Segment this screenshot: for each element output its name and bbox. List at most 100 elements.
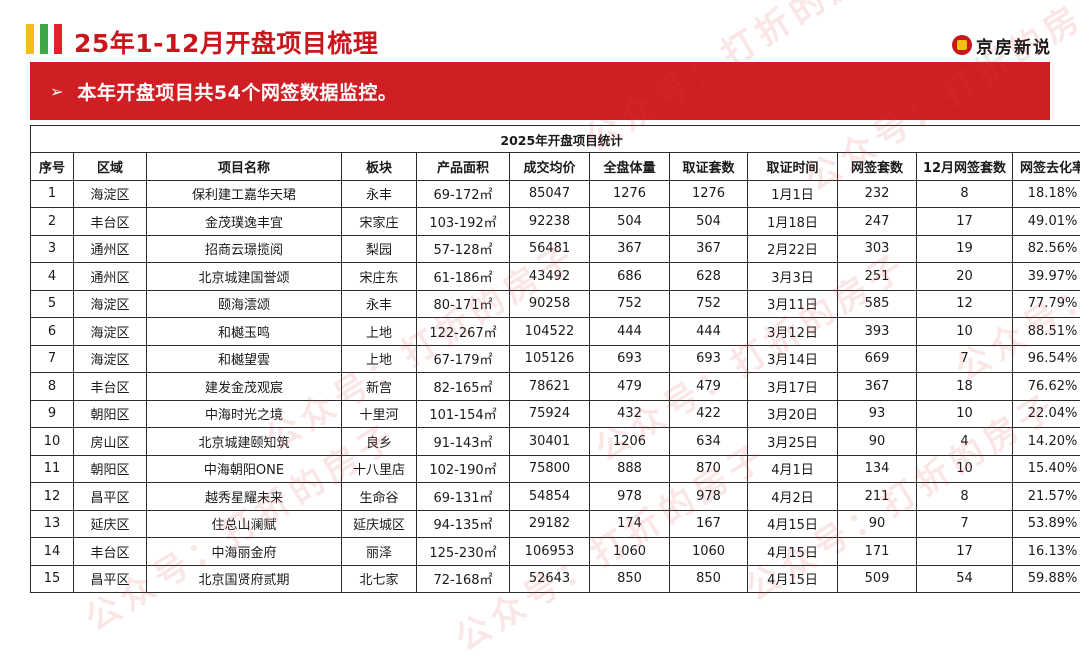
cell-col-absorption-rate: 53.89% (1013, 510, 1080, 538)
cell-col-absorption-rate: 39.97% (1013, 263, 1080, 291)
cell-col-dec-signed-units: 10 (917, 318, 1013, 346)
cell-col-project-name: 越秀星耀未来 (147, 483, 342, 511)
cell-col-project-name: 招商云璟揽阅 (147, 235, 342, 263)
cell-col-district: 昌平区 (74, 565, 147, 593)
header-col-total-volume: 全盘体量 (590, 153, 670, 181)
cell-col-permit-date: 1月1日 (748, 180, 838, 208)
cell-col-permit-units: 1060 (670, 538, 748, 566)
cell-col-district: 朝阳区 (74, 455, 147, 483)
header-col-area-block: 板块 (342, 153, 417, 181)
cell-col-district: 通州区 (74, 235, 147, 263)
cell-col-dec-signed-units: 18 (917, 373, 1013, 401)
table-caption-row: 2025年开盘项目统计 (31, 126, 1080, 153)
cell-col-unit-size: 103-192㎡ (417, 208, 510, 236)
cell-col-index: 4 (31, 263, 74, 291)
cell-col-index: 9 (31, 400, 74, 428)
project-table-container: 2025年开盘项目统计 序号区域项目名称板块产品面积成交均价全盘体量取证套数取证… (30, 125, 1052, 593)
cell-col-avg-price: 75924 (510, 400, 590, 428)
cell-col-signed-units: 393 (838, 318, 917, 346)
cell-col-unit-size: 80-171㎡ (417, 290, 510, 318)
cell-col-unit-size: 102-190㎡ (417, 455, 510, 483)
cell-col-project-name: 保利建工嘉华天珺 (147, 180, 342, 208)
cell-col-total-volume: 432 (590, 400, 670, 428)
cell-col-total-volume: 479 (590, 373, 670, 401)
cell-col-district: 海淀区 (74, 180, 147, 208)
cell-col-absorption-rate: 88.51% (1013, 318, 1080, 346)
header-col-unit-size: 产品面积 (417, 153, 510, 181)
cell-col-index: 8 (31, 373, 74, 401)
cell-col-dec-signed-units: 7 (917, 345, 1013, 373)
cell-col-permit-date: 3月3日 (748, 263, 838, 291)
cell-col-project-name: 北京城建国誉颂 (147, 263, 342, 291)
cell-col-project-name: 住总山澜赋 (147, 510, 342, 538)
cell-col-unit-size: 101-154㎡ (417, 400, 510, 428)
header-col-project-name: 项目名称 (147, 153, 342, 181)
cell-col-unit-size: 122-267㎡ (417, 318, 510, 346)
cell-col-total-volume: 1276 (590, 180, 670, 208)
header-col-signed-units: 网签套数 (838, 153, 917, 181)
cell-col-dec-signed-units: 54 (917, 565, 1013, 593)
cell-col-total-volume: 850 (590, 565, 670, 593)
cell-col-area-block: 梨园 (342, 235, 417, 263)
cell-col-avg-price: 75800 (510, 455, 590, 483)
cell-col-permit-date: 3月11日 (748, 290, 838, 318)
cell-col-absorption-rate: 14.20% (1013, 428, 1080, 456)
cell-col-index: 12 (31, 483, 74, 511)
cell-col-absorption-rate: 16.13% (1013, 538, 1080, 566)
cell-col-total-volume: 444 (590, 318, 670, 346)
cell-col-unit-size: 82-165㎡ (417, 373, 510, 401)
green-accent-bar (40, 24, 48, 54)
cell-col-absorption-rate: 22.04% (1013, 400, 1080, 428)
cell-col-signed-units: 232 (838, 180, 917, 208)
cell-col-unit-size: 57-128㎡ (417, 235, 510, 263)
cell-col-total-volume: 693 (590, 345, 670, 373)
cell-col-dec-signed-units: 8 (917, 180, 1013, 208)
cell-col-total-volume: 1060 (590, 538, 670, 566)
cell-col-project-name: 北京城建颐知筑 (147, 428, 342, 456)
cell-col-permit-units: 167 (670, 510, 748, 538)
cell-col-permit-units: 628 (670, 263, 748, 291)
cell-col-area-block: 生命谷 (342, 483, 417, 511)
cell-col-signed-units: 585 (838, 290, 917, 318)
cell-col-district: 丰台区 (74, 538, 147, 566)
yellow-accent-bar (26, 24, 34, 54)
cell-col-permit-units: 367 (670, 235, 748, 263)
cell-col-index: 11 (31, 455, 74, 483)
cell-col-area-block: 宋庄东 (342, 263, 417, 291)
cell-col-project-name: 金茂璞逸丰宜 (147, 208, 342, 236)
cell-col-total-volume: 367 (590, 235, 670, 263)
cell-col-permit-date: 3月25日 (748, 428, 838, 456)
cell-col-total-volume: 174 (590, 510, 670, 538)
cell-col-area-block: 永丰 (342, 180, 417, 208)
cell-col-index: 13 (31, 510, 74, 538)
cell-col-signed-units: 251 (838, 263, 917, 291)
cell-col-absorption-rate: 59.88% (1013, 565, 1080, 593)
cell-col-dec-signed-units: 4 (917, 428, 1013, 456)
cell-col-absorption-rate: 49.01% (1013, 208, 1080, 236)
cell-col-project-name: 颐海澐颂 (147, 290, 342, 318)
cell-col-project-name: 建发金茂观宸 (147, 373, 342, 401)
cell-col-index: 3 (31, 235, 74, 263)
cell-col-absorption-rate: 76.62% (1013, 373, 1080, 401)
cell-col-avg-price: 104522 (510, 318, 590, 346)
cell-col-permit-units: 870 (670, 455, 748, 483)
cell-col-dec-signed-units: 7 (917, 510, 1013, 538)
cell-col-permit-date: 4月2日 (748, 483, 838, 511)
cell-col-permit-date: 2月22日 (748, 235, 838, 263)
header-col-avg-price: 成交均价 (510, 153, 590, 181)
header-col-absorption-rate: 网签去化率 (1013, 153, 1080, 181)
cell-col-permit-units: 444 (670, 318, 748, 346)
cell-col-area-block: 十八里店 (342, 455, 417, 483)
header-col-index: 序号 (31, 153, 74, 181)
cell-col-index: 2 (31, 208, 74, 236)
cell-col-avg-price: 106953 (510, 538, 590, 566)
cell-col-signed-units: 211 (838, 483, 917, 511)
cell-col-district: 房山区 (74, 428, 147, 456)
header-col-district: 区域 (74, 153, 147, 181)
